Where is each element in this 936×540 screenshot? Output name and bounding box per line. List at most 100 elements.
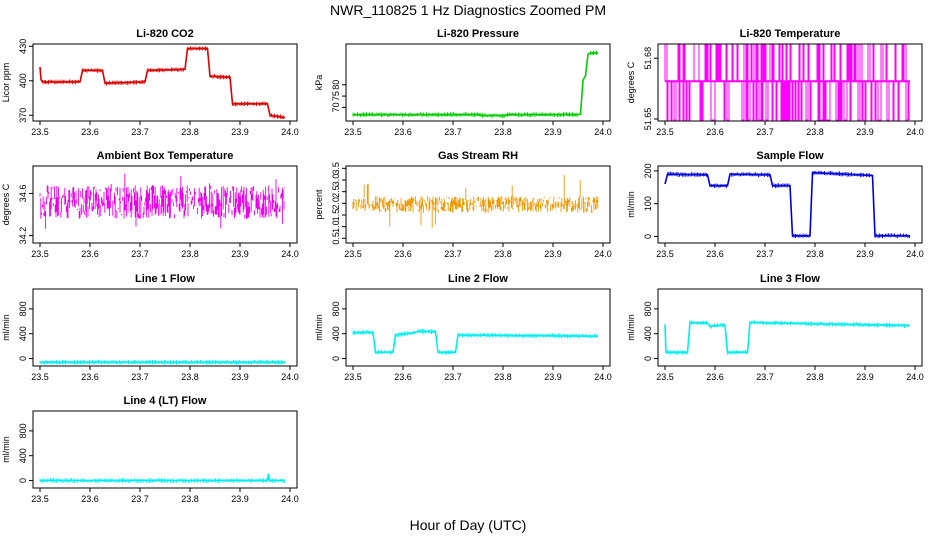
panel-4: Ambient Box Temperature degrees C 23.5 23.6…	[1, 150, 299, 259]
x-tick-label: 23.6	[81, 372, 99, 382]
plot-area	[39, 473, 285, 483]
series-noise	[39, 478, 285, 483]
panel-9: Line 3 Flow ml/min 23.5 23.6 23.7 23.8 23.9 24.…	[626, 273, 924, 382]
x-tick-label: 23.7	[756, 372, 774, 382]
plot-frame	[657, 288, 923, 367]
panel-3: Li-820 Temperature degrees C 23.5 23.6 23.7 2…	[626, 28, 924, 137]
plot-area	[664, 320, 911, 355]
x-tick-label: 23.9	[544, 249, 562, 259]
series-noise	[352, 328, 598, 355]
x-tick-label: 23.8	[494, 372, 512, 382]
y-axis-label: kPa	[314, 75, 324, 91]
y-tick-label: 0	[643, 356, 653, 361]
panel-1: Li-820 CO2 Licor ppm 23.5 23.6 23.7 23.8 23.9 2…	[1, 28, 299, 137]
panel-title: Li-820 CO2	[136, 28, 193, 40]
plot-frame	[345, 165, 611, 244]
y-axis-label: ml/min	[626, 314, 636, 341]
x-tick-label: 24.0	[906, 127, 924, 137]
x-tick-label: 23.9	[544, 372, 562, 382]
x-tick-label: 24.0	[281, 372, 299, 382]
y-axis-label: degrees C	[1, 183, 11, 225]
x-tick-label: 23.6	[81, 127, 99, 137]
y-tick-label: 0	[643, 234, 653, 239]
plot-frame	[32, 165, 298, 244]
x-tick-label: 24.0	[594, 127, 612, 137]
y-tick-label: 800	[643, 301, 653, 316]
x-tick-label: 23.7	[756, 127, 774, 137]
x-tick-label: 23.8	[806, 372, 824, 382]
plot-area	[352, 328, 599, 355]
x-tick-label: 23.9	[231, 494, 249, 504]
x-tick-label: 23.9	[544, 127, 562, 137]
series-noise	[352, 50, 597, 118]
series-line	[353, 330, 599, 354]
panel-8: Line 2 Flow ml/min 23.5 23.6 23.7 23.8 23.9 24.…	[314, 273, 612, 382]
panel-5: Gas Stream RH percent 23.5 23.6 23.7 23.8 23.9…	[314, 150, 612, 259]
y-axis-label: Licor ppm	[1, 63, 11, 103]
x-tick-label: 23.5	[344, 249, 362, 259]
y-tick-label: 70	[331, 102, 341, 112]
plot-frame	[32, 43, 298, 122]
series-noise	[665, 320, 910, 355]
x-tick-label: 23.5	[344, 372, 362, 382]
panel-10: Line 4 (LT) Flow ml/min 23.5 23.6 23.7 23.8 23…	[1, 395, 299, 504]
series-line	[353, 52, 598, 117]
x-tick-label: 23.5	[656, 372, 674, 382]
y-tick-label: 51.65	[643, 108, 653, 131]
y-tick-label: 2.5	[331, 185, 341, 198]
x-axis-title: Hour of Day (UTC)	[409, 517, 527, 533]
x-tick-label: 23.6	[394, 372, 412, 382]
x-tick-label: 23.9	[856, 372, 874, 382]
y-tick-label: 1.0	[331, 220, 341, 233]
y-tick-label: 800	[18, 301, 28, 316]
x-tick-label: 23.5	[31, 372, 49, 382]
x-tick-label: 23.7	[131, 494, 149, 504]
x-tick-label: 23.8	[181, 127, 199, 137]
panel-title: Line 1 Flow	[135, 273, 195, 285]
plot-frame	[657, 43, 923, 122]
y-tick-label: 2.0	[331, 197, 341, 210]
x-tick-label: 24.0	[281, 249, 299, 259]
plot-frame	[32, 410, 298, 489]
x-tick-label: 23.9	[856, 249, 874, 259]
page-title: NWR_110825 1 Hz Diagnostics Zoomed PM	[330, 2, 606, 18]
panel-title: Line 2 Flow	[448, 273, 508, 285]
x-tick-label: 23.8	[806, 249, 824, 259]
plot-frame	[345, 43, 611, 122]
x-tick-label: 23.6	[706, 372, 724, 382]
x-tick-label: 24.0	[594, 372, 612, 382]
x-tick-label: 23.6	[81, 249, 99, 259]
x-tick-label: 23.5	[31, 249, 49, 259]
y-tick-label: 400	[18, 326, 28, 341]
panel-title: Sample Flow	[756, 150, 824, 162]
x-tick-label: 23.8	[181, 249, 199, 259]
x-tick-label: 24.0	[906, 249, 924, 259]
plot-area	[664, 170, 910, 239]
series-line	[39, 173, 286, 229]
y-axis-label: percent	[314, 189, 324, 220]
plot-area	[352, 50, 598, 118]
x-tick-label: 23.6	[81, 494, 99, 504]
x-tick-label: 24.0	[906, 372, 924, 382]
x-tick-label: 23.8	[181, 494, 199, 504]
x-tick-label: 23.8	[806, 127, 824, 137]
x-tick-label: 23.9	[231, 372, 249, 382]
series-line	[664, 321, 911, 354]
plot-frame	[657, 165, 923, 244]
y-tick-label: 100	[643, 196, 653, 211]
y-tick-label: 400	[643, 326, 653, 341]
y-tick-label: 430	[18, 39, 28, 54]
y-tick-label: 75	[331, 91, 341, 101]
y-axis-label: ml/min	[626, 191, 636, 218]
y-tick-label: 80	[331, 80, 341, 90]
series-noise	[42, 46, 284, 120]
x-tick-label: 23.6	[706, 127, 724, 137]
y-tick-label: 1.5	[331, 209, 341, 222]
y-tick-label: 200	[643, 163, 653, 178]
y-tick-label: 370	[18, 108, 28, 123]
y-tick-label: 0	[18, 356, 28, 361]
y-tick-label: 34.2	[18, 227, 28, 245]
plot-area	[352, 174, 599, 228]
plot-frame	[345, 288, 611, 367]
series-noise	[667, 170, 910, 239]
